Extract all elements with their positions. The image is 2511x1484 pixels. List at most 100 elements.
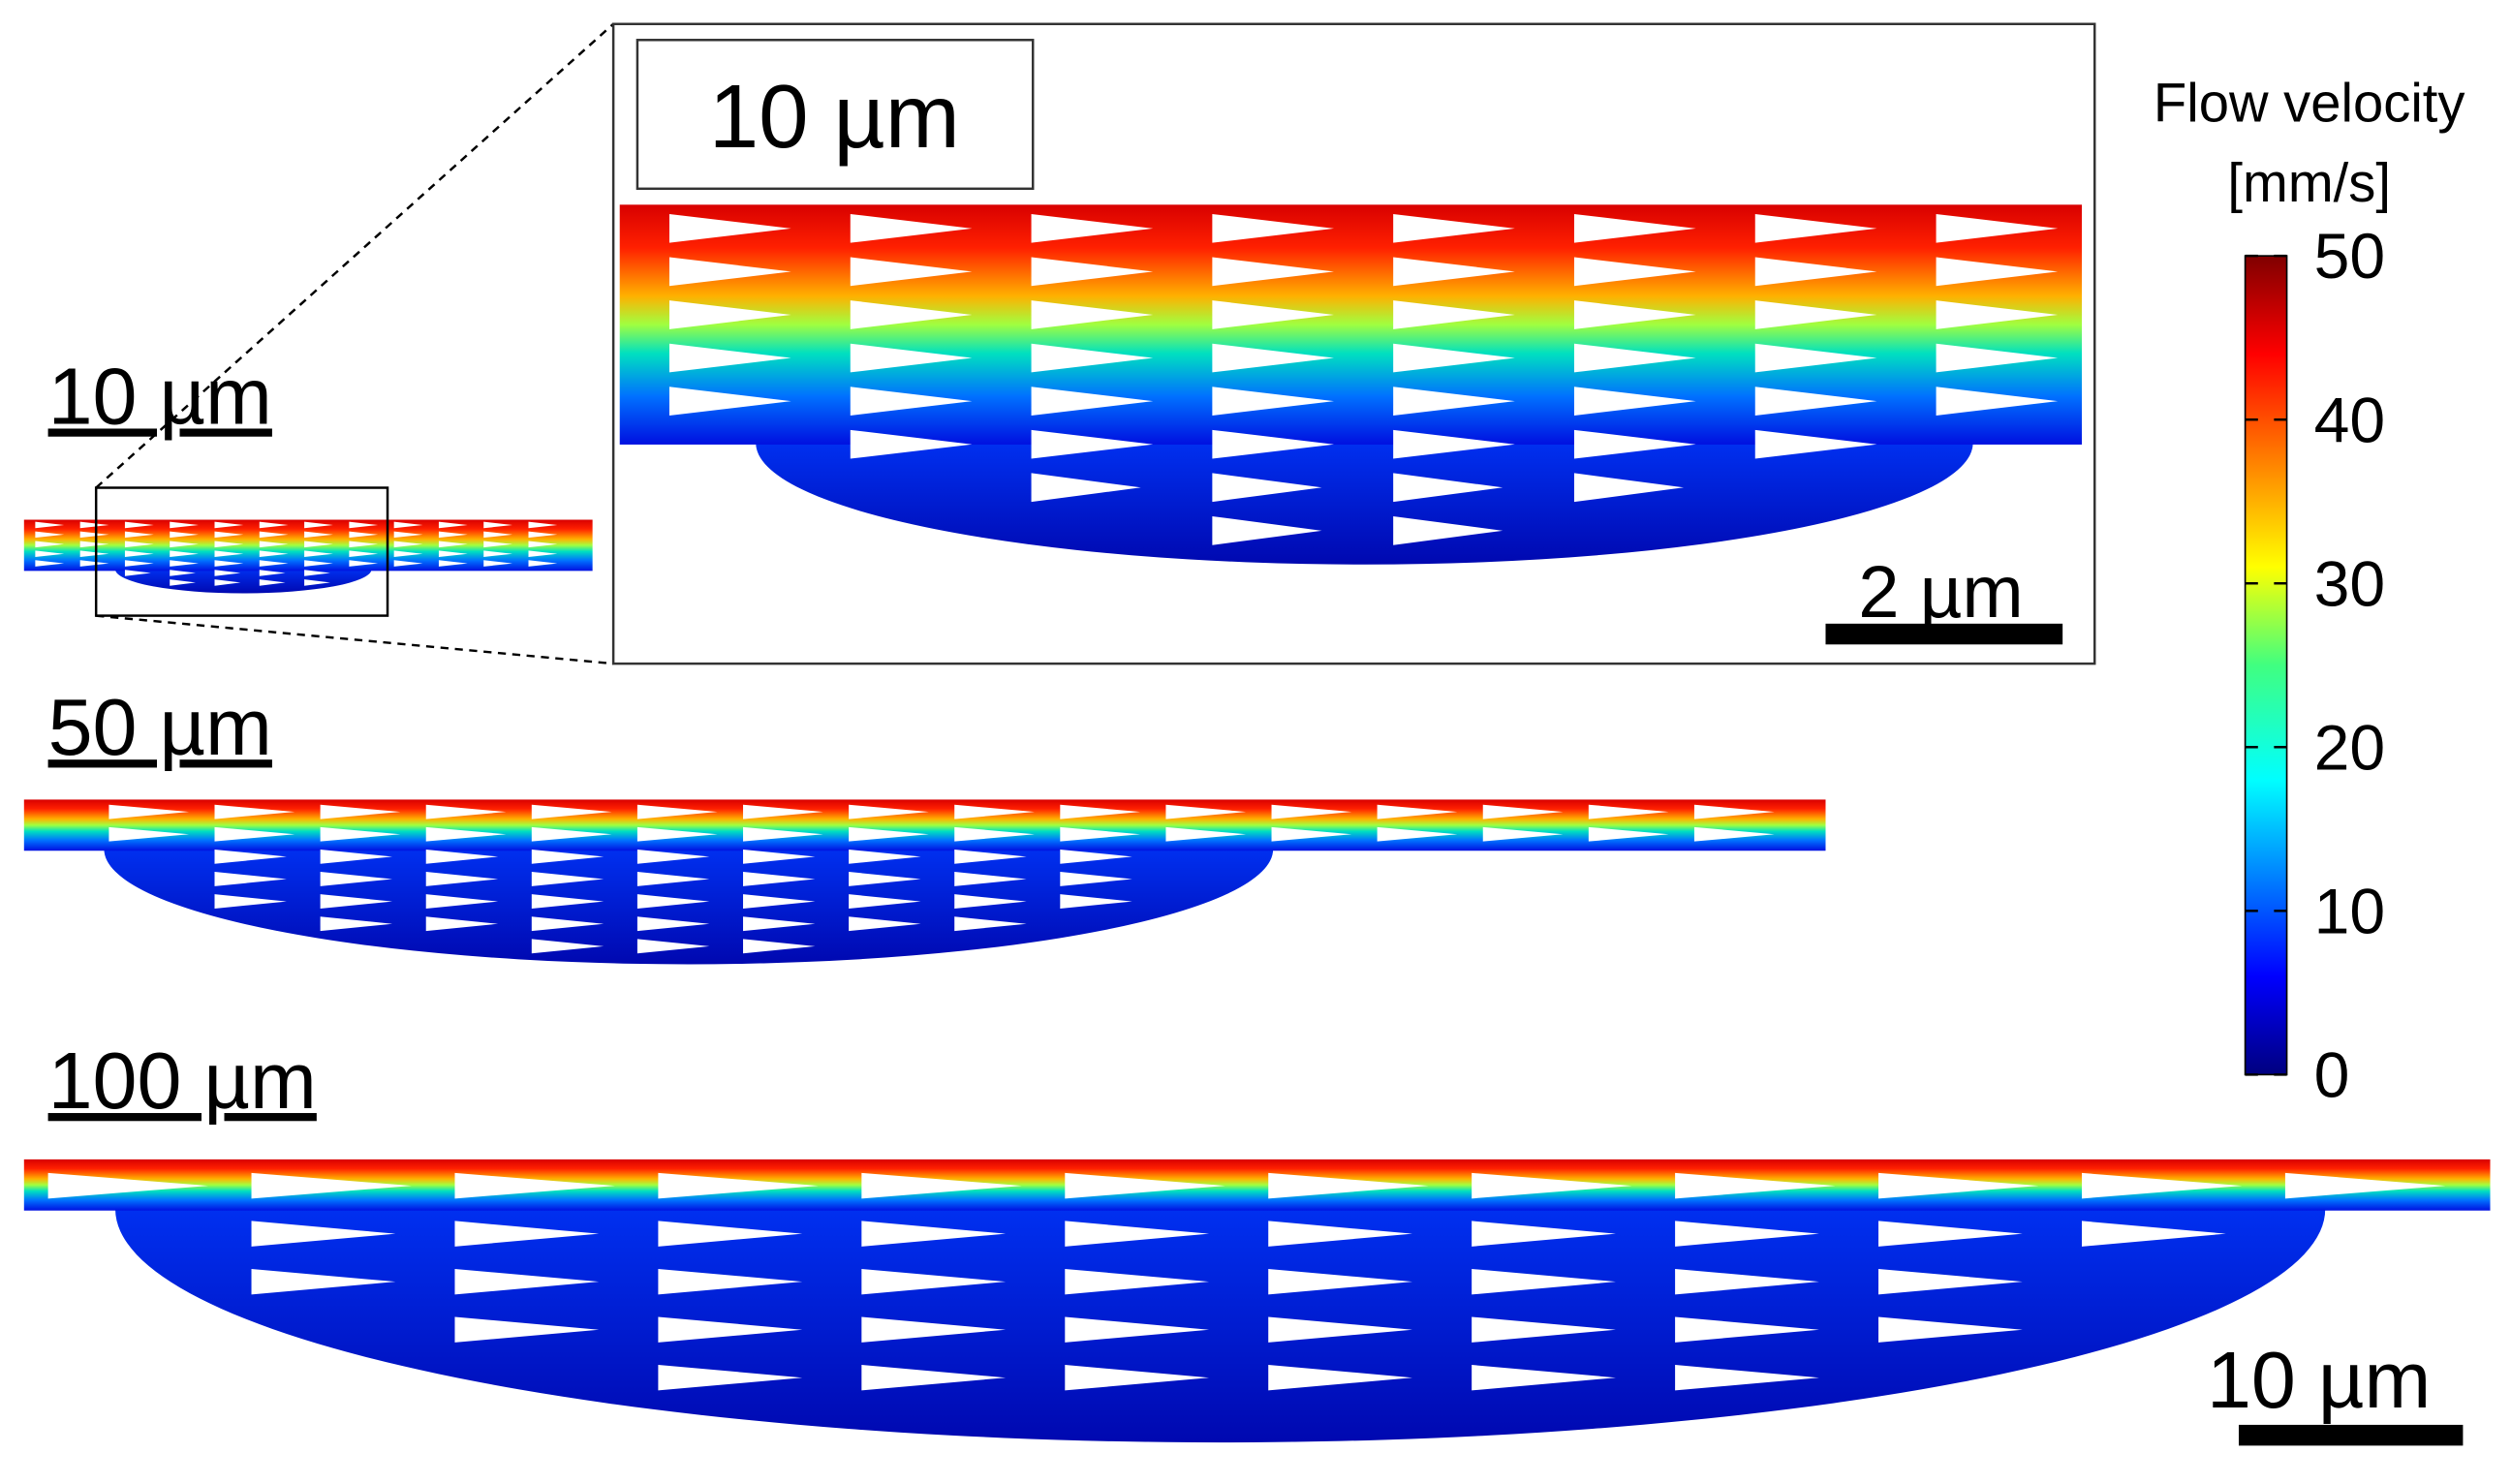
velocity-arrow	[668, 213, 791, 243]
velocity-arrow	[1065, 1172, 1225, 1199]
velocity-arrow	[79, 521, 109, 529]
velocity-arrow	[124, 521, 154, 529]
velocity-arrow	[170, 570, 197, 576]
velocity-arrow	[1878, 1268, 2023, 1295]
velocity-arrow	[861, 1221, 1007, 1247]
velocity-arrow	[483, 560, 512, 567]
velocity-arrow	[1754, 343, 1877, 373]
scale-bar-label: 10 µm	[2207, 1335, 2431, 1425]
velocity-arrow	[214, 872, 287, 886]
zoom-box	[94, 486, 389, 617]
velocity-arrow	[1031, 429, 1154, 459]
velocity-arrow	[170, 541, 199, 548]
velocity-arrow	[170, 521, 199, 529]
channel	[23, 1159, 2491, 1211]
velocity-arrow	[454, 1268, 600, 1295]
velocity-arrow	[954, 849, 1027, 864]
velocity-arrow	[35, 550, 65, 557]
scale-bar	[2238, 1424, 2464, 1446]
velocity-arrow	[251, 1221, 396, 1247]
velocity-arrow	[954, 826, 1035, 842]
velocity-arrow	[425, 826, 507, 842]
velocity-arrow	[124, 570, 151, 576]
velocity-arrow	[320, 894, 392, 910]
velocity-arrow	[743, 826, 823, 842]
colorbar-tick-label: 40	[2314, 385, 2386, 456]
velocity-arrow	[47, 1172, 208, 1199]
velocity-arrow	[1268, 1172, 1429, 1199]
velocity-arrow	[304, 521, 333, 529]
velocity-arrow	[1573, 343, 1696, 373]
velocity-arrow	[1393, 300, 1515, 329]
velocity-arrow	[425, 916, 499, 932]
velocity-arrow	[108, 826, 190, 842]
velocity-arrow	[170, 579, 197, 586]
velocity-arrow	[259, 560, 289, 567]
velocity-arrow	[320, 804, 401, 819]
velocity-arrow	[668, 386, 791, 416]
colorbar-tick-label: 50	[2314, 221, 2386, 293]
velocity-arrow	[320, 849, 392, 864]
velocity-arrow	[1268, 1221, 1412, 1247]
velocity-arrow	[1754, 257, 1877, 287]
velocity-arrow	[954, 916, 1027, 932]
velocity-arrow	[1165, 804, 1247, 819]
velocity-arrow	[1472, 1365, 1616, 1391]
velocity-arrow	[483, 531, 512, 539]
velocity-arrow	[636, 849, 710, 864]
velocity-arrow	[1878, 1221, 2023, 1247]
velocity-arrow	[79, 550, 109, 557]
velocity-arrow	[1472, 1268, 1616, 1295]
colorbar-tick-label: 0	[2314, 1040, 2350, 1112]
velocity-arrow	[1060, 872, 1132, 886]
velocity-arrow	[124, 560, 154, 567]
velocity-arrow	[743, 872, 816, 886]
velocity-arrow	[850, 257, 973, 287]
velocity-arrow	[438, 550, 468, 557]
velocity-arrow	[2284, 1172, 2446, 1199]
velocity-arrow	[743, 804, 823, 819]
velocity-arrow	[668, 257, 791, 287]
velocity-arrow	[483, 521, 512, 529]
velocity-arrow	[425, 849, 499, 864]
velocity-arrow	[636, 826, 718, 842]
velocity-arrow	[1212, 213, 1334, 243]
velocity-arrow	[454, 1316, 600, 1343]
velocity-arrow	[1165, 826, 1247, 842]
inset-label: 10 µm	[709, 66, 960, 167]
velocity-arrow	[849, 826, 929, 842]
velocity-arrow	[1878, 1172, 2039, 1199]
velocity-arrow	[1393, 429, 1515, 459]
cavity	[115, 569, 372, 594]
velocity-arrow	[214, 579, 241, 586]
colorbar-ticks: 0 10 20 30 40 50	[2245, 221, 2386, 1112]
velocity-arrow	[528, 531, 558, 539]
velocity-arrow	[1031, 343, 1154, 373]
velocity-arrow	[636, 804, 718, 819]
velocity-arrow	[124, 531, 154, 539]
velocity-arrow	[1675, 1221, 1819, 1247]
velocity-arrow	[849, 804, 929, 819]
velocity-arrow	[850, 343, 973, 373]
scale-bar	[1825, 623, 2063, 645]
velocity-arrow	[349, 550, 379, 557]
velocity-arrow	[170, 550, 199, 557]
velocity-arrow	[849, 916, 921, 932]
velocity-arrow	[1393, 473, 1504, 503]
velocity-arrow	[1268, 1365, 1412, 1391]
channel	[23, 799, 1826, 851]
velocity-arrow	[636, 916, 710, 932]
velocity-arrow	[35, 541, 65, 548]
scale-bar-label: 2 µm	[1858, 551, 2024, 634]
velocity-arrow	[1212, 429, 1334, 459]
velocity-arrow	[636, 894, 710, 910]
colorbar-tick-label: 30	[2314, 548, 2386, 620]
velocity-arrow	[1675, 1365, 1819, 1391]
velocity-arrow	[1393, 257, 1515, 287]
velocity-arrow	[850, 213, 973, 243]
velocity-arrow	[1472, 1316, 1616, 1343]
velocity-arrow	[636, 872, 710, 886]
velocity-arrow	[304, 550, 333, 557]
velocity-arrow	[658, 1316, 803, 1343]
velocity-arrow	[425, 804, 507, 819]
